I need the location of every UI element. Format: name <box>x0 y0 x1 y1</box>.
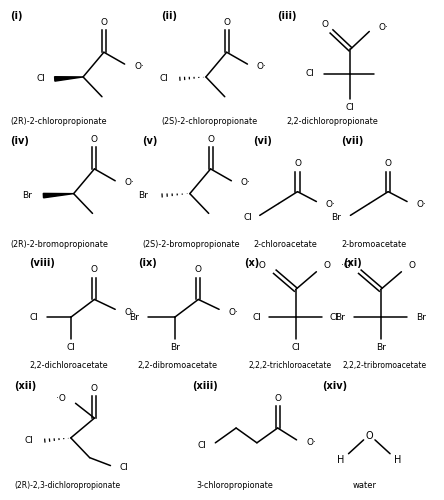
Text: Br: Br <box>416 312 426 322</box>
Text: O·: O· <box>416 200 426 209</box>
Text: (2R)-2-chloropropionate: (2R)-2-chloropropionate <box>10 116 107 126</box>
Text: (i): (i) <box>10 10 23 20</box>
Text: O: O <box>294 160 301 168</box>
Text: O: O <box>223 18 230 27</box>
Text: O·: O· <box>379 23 388 32</box>
Text: Cl: Cl <box>305 70 314 78</box>
Text: O: O <box>409 262 416 270</box>
Text: ·O: ·O <box>255 262 266 270</box>
Text: Cl: Cl <box>197 442 206 450</box>
Text: O: O <box>91 384 98 393</box>
Text: Cl: Cl <box>66 344 75 352</box>
Text: (2R)-2-bromopropionate: (2R)-2-bromopropionate <box>10 240 108 249</box>
Text: Br: Br <box>376 344 385 352</box>
Text: (xiv): (xiv) <box>322 380 347 390</box>
Text: (vii): (vii) <box>341 136 363 146</box>
Text: O·: O· <box>326 200 336 209</box>
Text: (2S)-2-chloropropionate: (2S)-2-chloropropionate <box>162 116 258 126</box>
Polygon shape <box>43 194 74 198</box>
Text: 2,2-dichloroacetate: 2,2-dichloroacetate <box>29 361 108 370</box>
Text: Br: Br <box>22 191 32 200</box>
Text: O·: O· <box>125 178 135 188</box>
Text: (iv): (iv) <box>10 136 29 146</box>
Text: O: O <box>385 160 392 168</box>
Text: 2,2,2-tribromoacetate: 2,2,2-tribromoacetate <box>343 361 427 370</box>
Text: (v): (v) <box>143 136 158 146</box>
Text: (xi): (xi) <box>343 258 361 268</box>
Text: Cl: Cl <box>159 74 168 84</box>
Text: (iii): (iii) <box>277 10 296 20</box>
Text: Cl: Cl <box>30 312 39 322</box>
Text: Cl: Cl <box>346 103 355 112</box>
Text: H: H <box>337 454 345 464</box>
Text: (2R)-2,3-dichloropropionate: (2R)-2,3-dichloropropionate <box>14 482 120 490</box>
Text: Br: Br <box>331 213 341 222</box>
Text: Cl: Cl <box>24 436 33 446</box>
Text: O: O <box>207 134 214 143</box>
Text: O: O <box>195 266 202 274</box>
Text: Cl: Cl <box>253 312 262 322</box>
Text: 2-bromoacetate: 2-bromoacetate <box>341 240 406 249</box>
Text: O: O <box>365 431 373 441</box>
Text: Br: Br <box>129 312 139 322</box>
Text: O: O <box>321 20 329 29</box>
Text: water: water <box>352 482 377 490</box>
Text: O·: O· <box>229 308 238 317</box>
Text: ·O: ·O <box>341 262 350 270</box>
Text: 2-chloroacetate: 2-chloroacetate <box>253 240 317 249</box>
Text: (ii): (ii) <box>162 10 178 20</box>
Polygon shape <box>55 76 83 81</box>
Text: O: O <box>91 134 98 143</box>
Text: Br: Br <box>335 312 345 322</box>
Text: O·: O· <box>257 62 267 70</box>
Text: (vi): (vi) <box>253 136 272 146</box>
Text: (ix): (ix) <box>138 258 157 268</box>
Text: 2,2-dibromoacetate: 2,2-dibromoacetate <box>138 361 218 370</box>
Text: O: O <box>91 266 98 274</box>
Text: Cl: Cl <box>120 463 129 472</box>
Text: (xiii): (xiii) <box>192 380 218 390</box>
Text: O: O <box>274 394 281 403</box>
Text: Cl: Cl <box>291 344 300 352</box>
Text: O·: O· <box>134 62 144 70</box>
Text: O·: O· <box>125 308 135 317</box>
Text: O: O <box>324 262 331 270</box>
Text: ·O: ·O <box>56 394 66 403</box>
Text: O·: O· <box>241 178 251 188</box>
Text: (xii): (xii) <box>14 380 36 390</box>
Text: Br: Br <box>139 191 148 200</box>
Text: (viii): (viii) <box>29 258 55 268</box>
Text: 2,2,2-trichloroacetate: 2,2,2-trichloroacetate <box>248 361 332 370</box>
Text: (x): (x) <box>245 258 260 268</box>
Text: Br: Br <box>170 344 180 352</box>
Text: 3-chloropropionate: 3-chloropropionate <box>196 482 273 490</box>
Text: Cl: Cl <box>243 213 252 222</box>
Text: O·: O· <box>306 438 316 448</box>
Text: H: H <box>394 454 401 464</box>
Text: O: O <box>100 18 107 27</box>
Text: (2S)-2-bromopropionate: (2S)-2-bromopropionate <box>143 240 240 249</box>
Text: 2,2-dichloropropionate: 2,2-dichloropropionate <box>286 116 378 126</box>
Text: Cl: Cl <box>36 74 45 84</box>
Text: Cl: Cl <box>329 312 338 322</box>
